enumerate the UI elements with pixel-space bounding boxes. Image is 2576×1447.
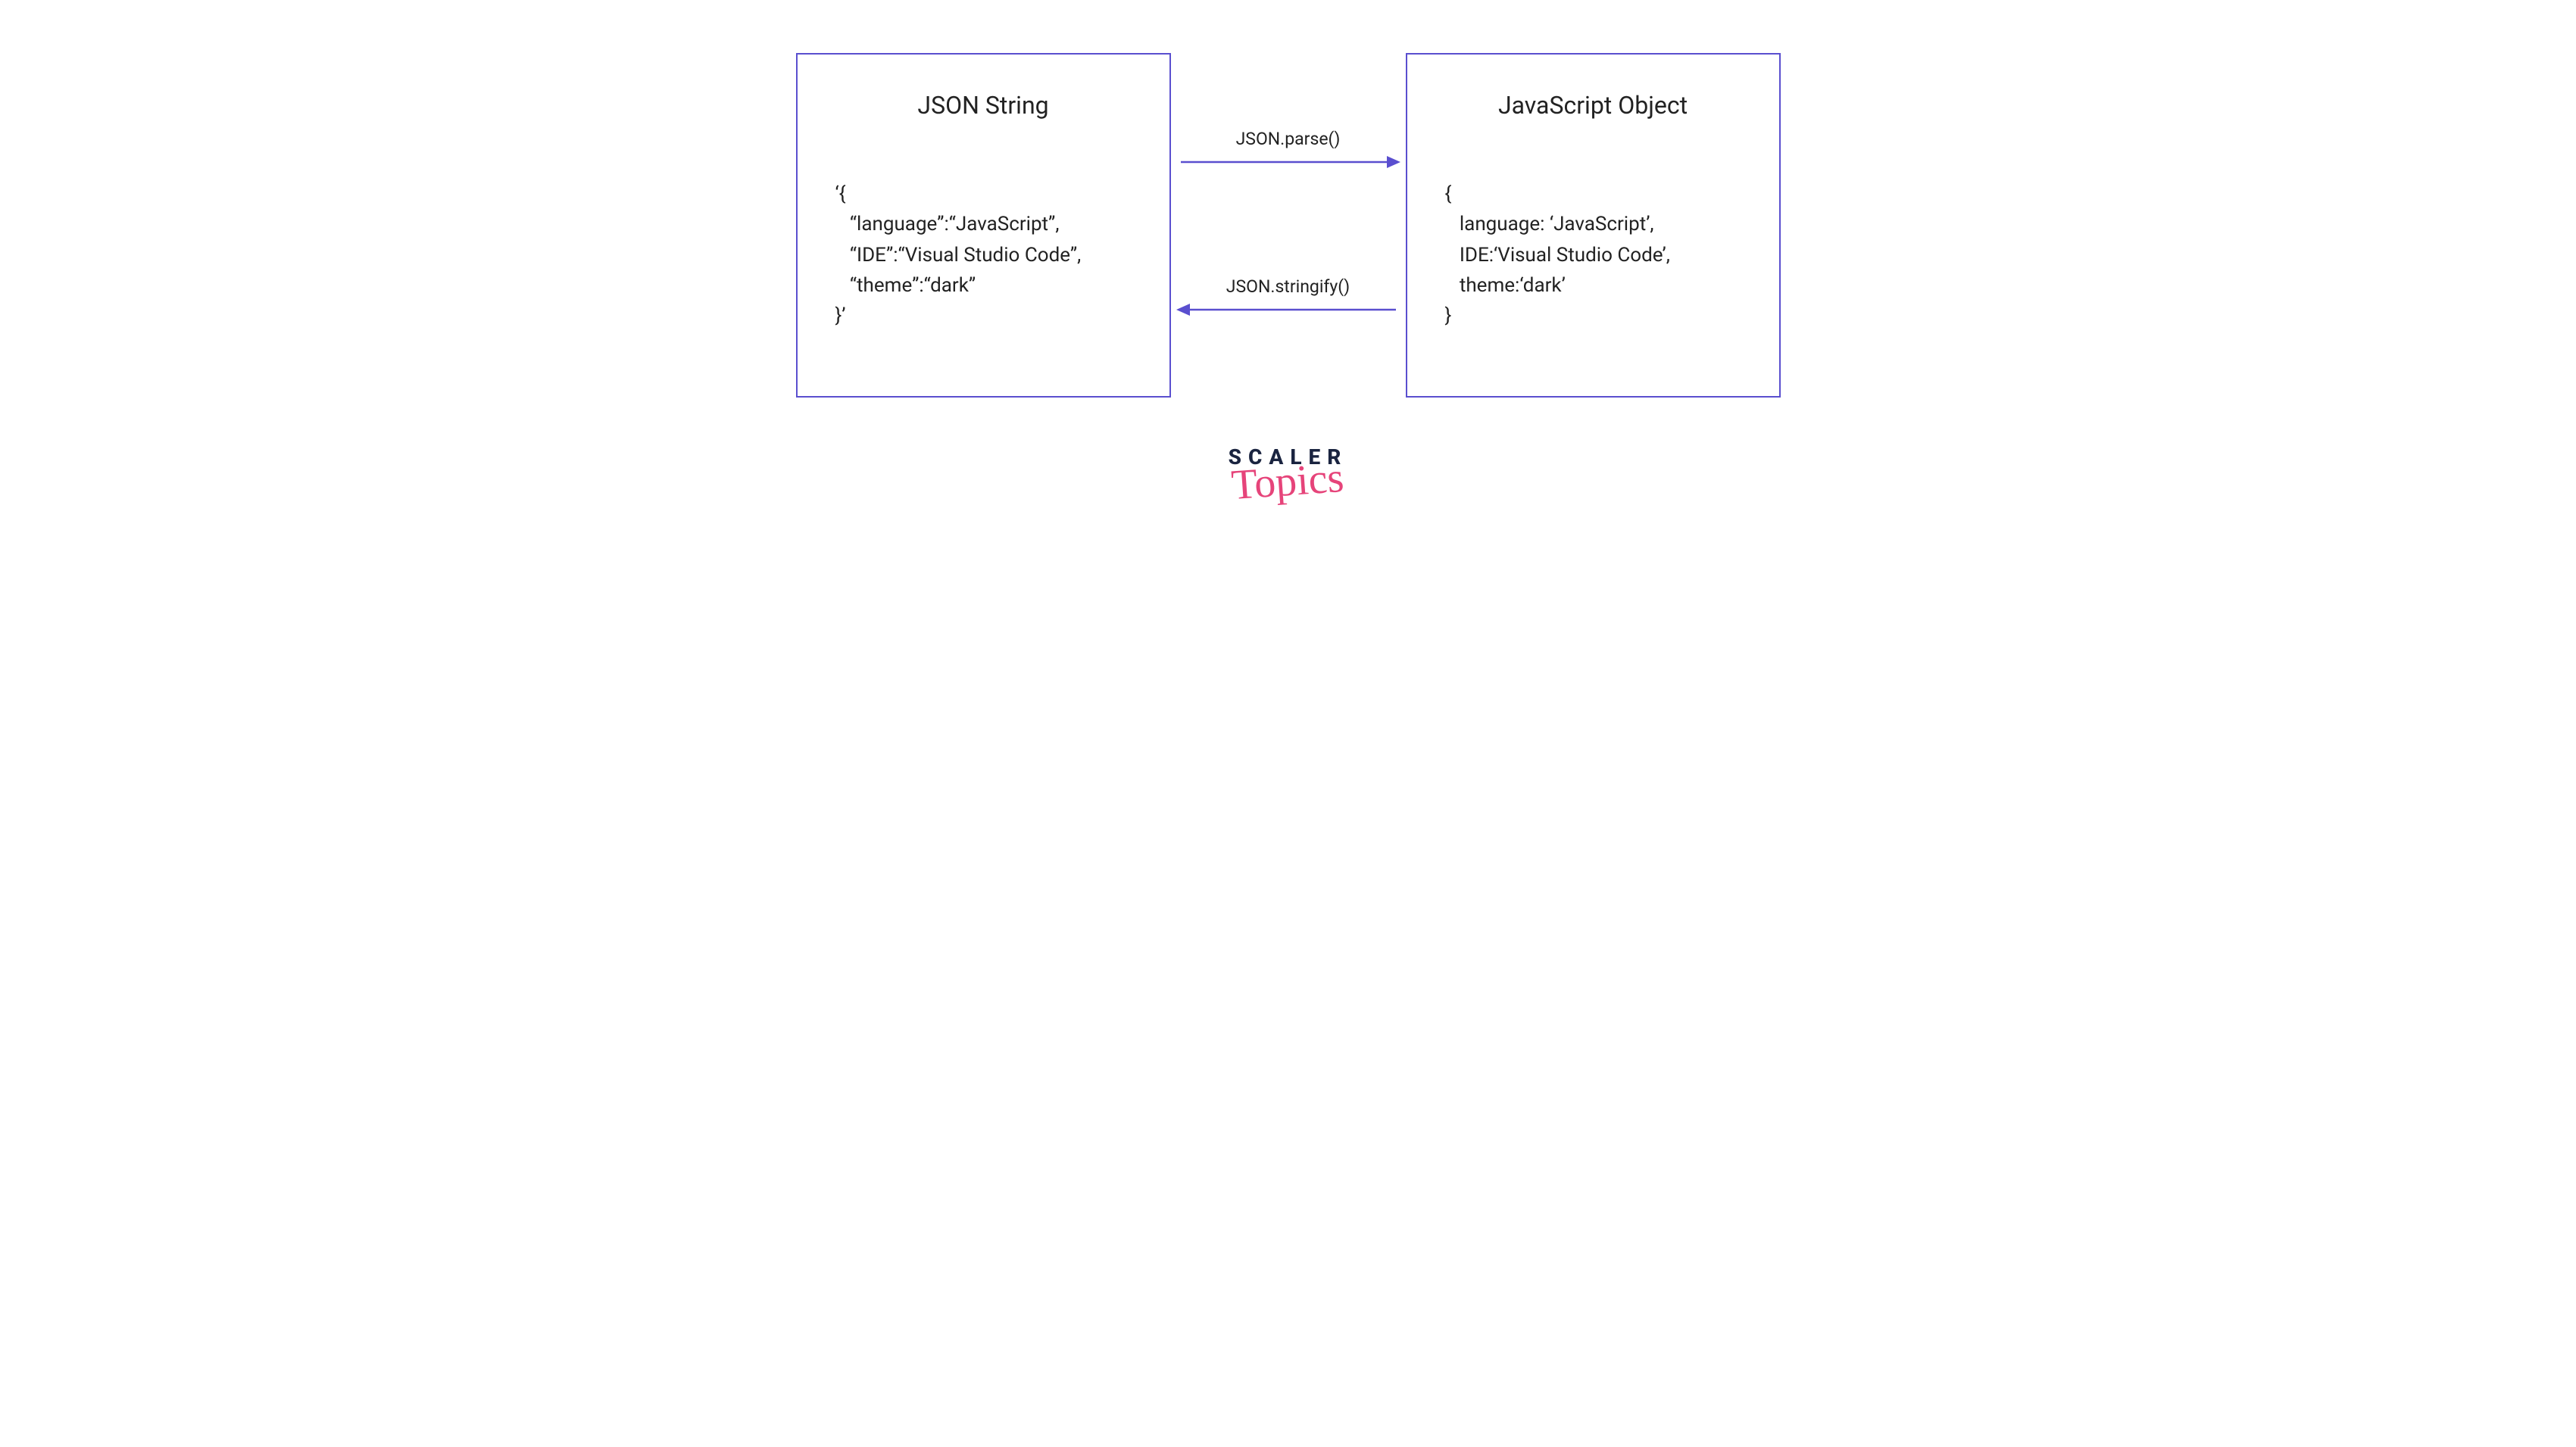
right-box-title: JavaScript Object (1445, 91, 1741, 120)
scaler-topics-logo: SCALER Topics (1229, 447, 1348, 506)
json-string-box: JSON String ‘{ “language”:“JavaScript”, … (796, 53, 1171, 398)
arrow-right-icon (1175, 154, 1402, 170)
logo-bottom-text: Topics (1230, 457, 1345, 507)
stringify-arrow-group: JSON.stringify() (1171, 276, 1406, 318)
parse-arrow-group: JSON.parse() (1171, 129, 1406, 170)
js-object-box: JavaScript Object { language: ‘JavaScrip… (1406, 53, 1781, 398)
stringify-label: JSON.stringify() (1226, 276, 1350, 297)
left-box-title: JSON String (835, 91, 1132, 120)
json-diagram: JSON String ‘{ “language”:“JavaScript”, … (796, 53, 1781, 398)
arrows-column: JSON.parse() JSON.stringify() (1171, 53, 1406, 398)
right-box-code: { language: ‘JavaScript’, IDE:‘Visual St… (1445, 179, 1741, 331)
left-box-code: ‘{ “language”:“JavaScript”, “IDE”:“Visua… (835, 179, 1132, 331)
arrow-left-icon (1175, 301, 1402, 318)
parse-label: JSON.parse() (1236, 129, 1341, 149)
